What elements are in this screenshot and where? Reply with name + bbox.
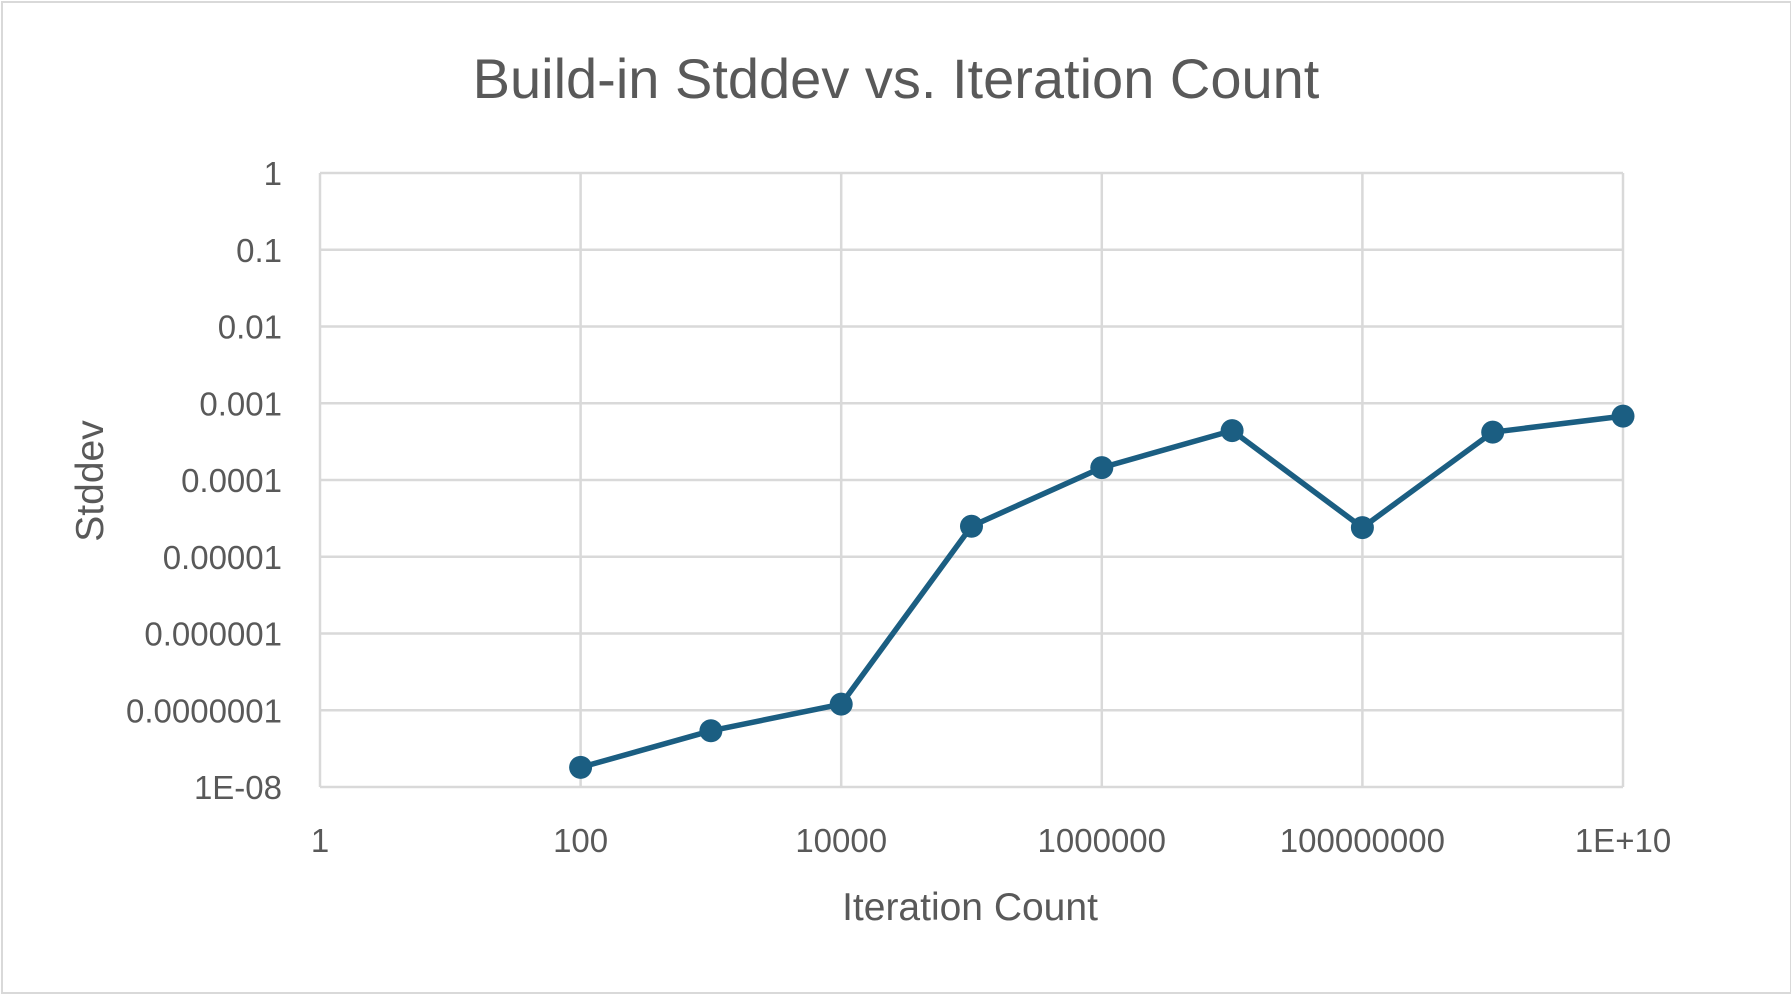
chart-title: Build-in Stddev vs. Iteration Count: [473, 47, 1320, 110]
x-tick-label: 100000000: [1280, 822, 1445, 859]
x-tick-label: 1000000: [1038, 822, 1166, 859]
data-point: [829, 692, 853, 716]
data-point: [1611, 404, 1635, 428]
x-tick-label: 1: [311, 822, 329, 859]
data-point: [1350, 516, 1374, 540]
y-tick-label: 0.001: [199, 385, 282, 422]
x-axis-title: Iteration Count: [842, 886, 1098, 929]
y-axis-tick-labels: 1 0.1 0.01 0.001 0.0001 0.00001 0.000001 0.0000…: [126, 155, 282, 806]
x-axis-tick-labels: 1 100 10000 1000000 100000000 1E+10: [311, 822, 1671, 859]
y-tick-label: 0.0001: [181, 462, 282, 499]
x-tick-label: 100: [553, 822, 608, 859]
data-point: [1220, 419, 1244, 443]
data-point: [699, 719, 723, 743]
y-tick-label: 0.1: [236, 232, 282, 269]
y-tick-label: 0.000001: [144, 616, 282, 653]
y-tick-label: 0.01: [218, 309, 282, 346]
data-series: [569, 404, 1635, 779]
data-point: [960, 514, 983, 538]
y-tick-label: 1: [264, 155, 282, 192]
x-tick-label: 10000: [795, 822, 887, 859]
x-tick-label: 1E+10: [1575, 822, 1671, 859]
chart-svg: Build-in Stddev vs. Iteration Count 1 0.1…: [69, 47, 1671, 929]
y-tick-label: 0.00001: [163, 539, 282, 576]
y-axis-title: Stddev: [69, 420, 112, 542]
y-tick-label: 0.0000001: [126, 692, 282, 729]
data-point: [1481, 420, 1505, 444]
data-point: [1090, 456, 1114, 480]
y-tick-label: 1E-08: [194, 769, 282, 806]
data-point: [569, 755, 593, 779]
grid-lines: [318, 171, 1625, 789]
